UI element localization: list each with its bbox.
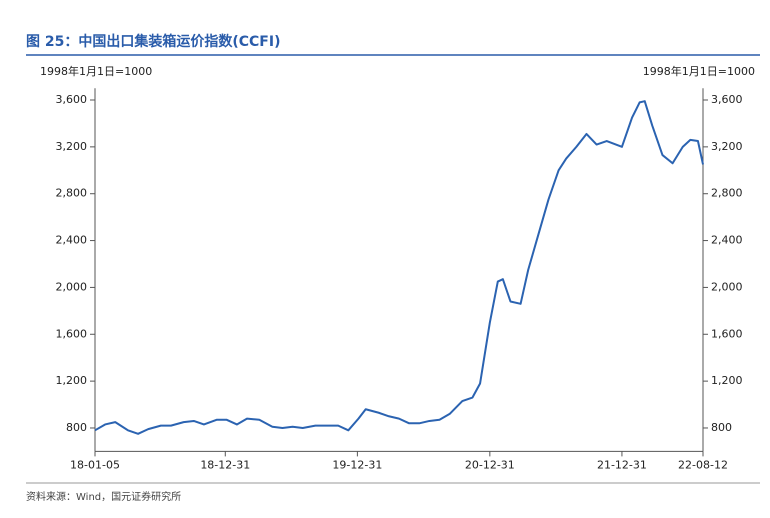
- chart-title: 图 25：中国出口集装箱运价指数(CCFI): [26, 33, 280, 50]
- x-tick-label: 22-08-12: [678, 458, 728, 471]
- y-tick-label: 800: [66, 421, 87, 434]
- x-tick-label: 18-01-05: [70, 458, 120, 471]
- x-tick-label: 20-12-31: [465, 458, 515, 471]
- y2-tick-label: 800: [711, 421, 732, 434]
- y-tick-label: 3,600: [56, 93, 88, 106]
- line-series: [94, 100, 704, 435]
- y-tick-label: 2,800: [56, 187, 88, 200]
- x-tick-label: 21-12-31: [597, 458, 647, 471]
- y2-axis-label: 1998年1月1日=1000: [643, 64, 755, 78]
- y-tick-label: 2,000: [56, 280, 88, 293]
- x-tick-label: 19-12-31: [332, 458, 382, 471]
- y2-tick-label: 2,800: [711, 187, 743, 200]
- y-tick-label: 3,200: [56, 140, 88, 153]
- y2-tick-label: 1,600: [711, 327, 743, 340]
- y2-tick-label: 3,600: [711, 93, 743, 106]
- y-tick-label: 1,200: [56, 374, 88, 387]
- source: 资料来源：Wind，国元证券研究所: [26, 490, 181, 503]
- y2-tick-label: 2,400: [711, 234, 743, 247]
- x-tick-label: 18-12-31: [200, 458, 250, 471]
- y2-tick-label: 2,000: [711, 280, 743, 293]
- y-tick-label: 1,600: [56, 327, 88, 340]
- y-tick-label: 2,400: [56, 234, 88, 247]
- y-axis-label: 1998年1月1日=1000: [40, 64, 152, 78]
- y2-tick-label: 3,200: [711, 140, 743, 153]
- y2-tick-label: 1,200: [711, 374, 743, 387]
